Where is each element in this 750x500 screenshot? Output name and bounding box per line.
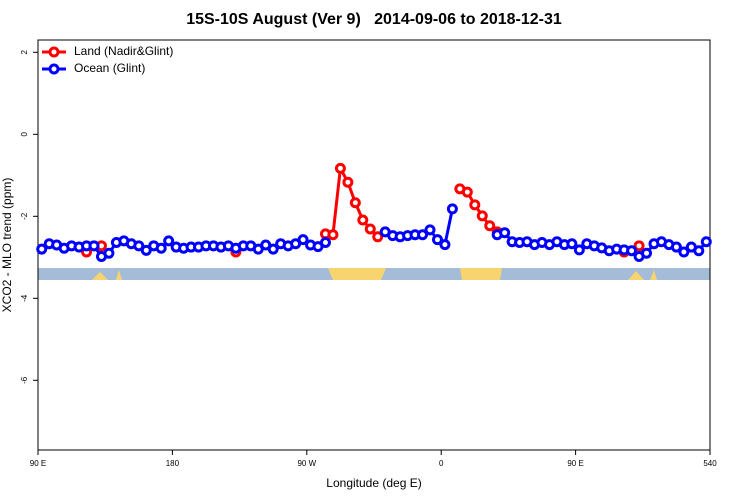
data-point: [633, 240, 645, 252]
data-point: [267, 243, 279, 255]
legend-marker: [48, 46, 60, 58]
data-point: [297, 234, 309, 246]
legend-label: Ocean (Glint): [74, 61, 145, 75]
x-tick-label: 90 E: [30, 459, 46, 468]
data-point: [357, 214, 369, 226]
data-point: [626, 245, 638, 257]
data-point: [372, 231, 384, 243]
data-point: [103, 247, 115, 259]
data-point: [641, 247, 653, 259]
data-point: [693, 245, 705, 257]
data-point: [133, 240, 145, 252]
y-tick-label: 2: [20, 50, 29, 55]
y-axis-label: XCO2 - MLO trend (ppm): [0, 178, 14, 313]
x-tick-label: 0: [439, 459, 444, 468]
x-axis-label: Longitude (deg E): [326, 476, 421, 490]
data-point: [678, 246, 690, 258]
legend-label: Land (Nadir&Glint): [74, 44, 173, 58]
data-point: [155, 242, 167, 254]
data-point: [417, 229, 429, 241]
data-point: [476, 210, 488, 222]
land-ocean-strip: [38, 268, 710, 280]
y-tick-label: -4: [20, 294, 29, 302]
data-point: [342, 176, 354, 188]
chart-title: 15S-10S August (Ver 9) 2014-09-06 to 201…: [186, 11, 562, 28]
land-patch: [328, 268, 386, 280]
data-point: [36, 243, 48, 255]
data-point: [334, 162, 346, 174]
legend-marker: [48, 63, 60, 75]
y-tick-label: -6: [20, 376, 29, 384]
data-point: [461, 186, 473, 198]
data-point: [364, 223, 376, 235]
data-point: [319, 237, 331, 249]
data-point: [573, 244, 585, 256]
data-point: [140, 244, 152, 256]
data-point: [424, 224, 436, 236]
data-point: [431, 234, 443, 246]
x-tick-label: 90 E: [567, 459, 583, 468]
data-point: [566, 238, 578, 250]
data-point: [670, 241, 682, 253]
data-point: [484, 220, 496, 232]
data-point: [88, 240, 100, 252]
data-point: [349, 197, 361, 209]
y-tick-label: -2: [20, 212, 29, 220]
data-point: [469, 199, 481, 211]
y-tick-label: 0: [20, 132, 29, 137]
data-point: [327, 229, 339, 241]
data-point: [446, 203, 458, 215]
data-point: [163, 235, 175, 247]
data-point: [499, 227, 511, 239]
data-point: [439, 239, 451, 251]
x-tick-label: 180: [166, 459, 180, 468]
x-tick-label: 90 W: [297, 459, 316, 468]
land-patch: [460, 268, 502, 280]
series-line: [325, 168, 639, 245]
data-point: [700, 236, 712, 248]
x-tick-label: 540: [703, 459, 717, 468]
